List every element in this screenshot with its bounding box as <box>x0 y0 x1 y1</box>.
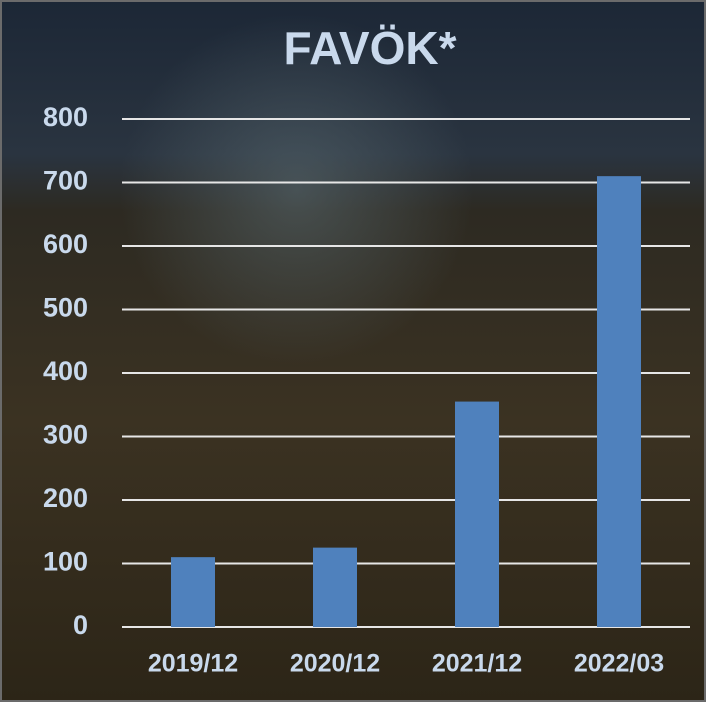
y-tick-label: 0 <box>73 610 88 640</box>
x-tick-label: 2020/12 <box>290 650 380 678</box>
bar <box>455 401 499 627</box>
y-tick-label: 800 <box>43 102 88 132</box>
bar <box>171 557 215 627</box>
x-tick-label: 2022/03 <box>574 650 664 678</box>
y-tick-label: 400 <box>43 356 88 386</box>
bar <box>313 547 357 627</box>
y-tick-label: 100 <box>43 547 88 577</box>
bar <box>597 176 641 627</box>
y-tick-label: 600 <box>43 229 88 259</box>
y-tick-label: 500 <box>43 293 88 323</box>
y-tick-label: 200 <box>43 483 88 513</box>
x-tick-label: 2021/12 <box>432 650 522 678</box>
x-tick-label: 2019/12 <box>148 650 238 678</box>
chart-title: FAVÖK* <box>284 22 457 74</box>
y-tick-label: 300 <box>43 420 88 450</box>
y-tick-label: 700 <box>43 166 88 196</box>
